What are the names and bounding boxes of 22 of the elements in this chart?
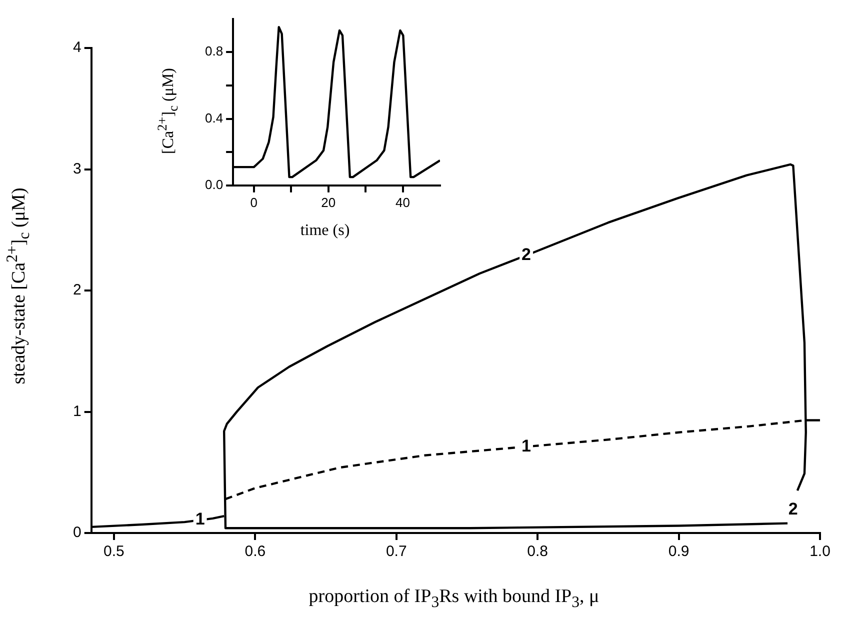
x-tick-label: 20 [321, 194, 336, 210]
x-tick-label: 0.5 [104, 543, 124, 560]
y-tick-label: 4 [73, 39, 82, 56]
y-tick-label: 1 [73, 402, 82, 420]
x-tick-label: 0.8 [527, 543, 548, 560]
annotation: 2 [788, 500, 798, 519]
x-tick-label: 0 [250, 194, 258, 210]
x-tick-label: 0.7 [386, 543, 407, 560]
annotation: 2 [522, 245, 532, 264]
x-tick-label: 40 [396, 194, 410, 210]
annotation: 1 [522, 436, 532, 456]
x-tick-label: 0.9 [668, 543, 690, 560]
y-tick-label: 0.8 [204, 44, 224, 59]
x-axis-title: proportion of IP$_{3}$Rs with bound IP$_{3}$, μ [308, 586, 600, 612]
y-tick-label: 0 [73, 524, 82, 542]
y-tick-label: 0.4 [204, 110, 224, 126]
x-tick-label: 0.6 [244, 543, 266, 560]
x-tick-label: 1.0 [810, 543, 830, 560]
y-tick-label: 3 [73, 160, 82, 178]
y-tick-label: 2 [73, 282, 82, 299]
y-tick-label: 0.0 [204, 176, 224, 192]
x-axis-title: time (s) [299, 222, 351, 240]
